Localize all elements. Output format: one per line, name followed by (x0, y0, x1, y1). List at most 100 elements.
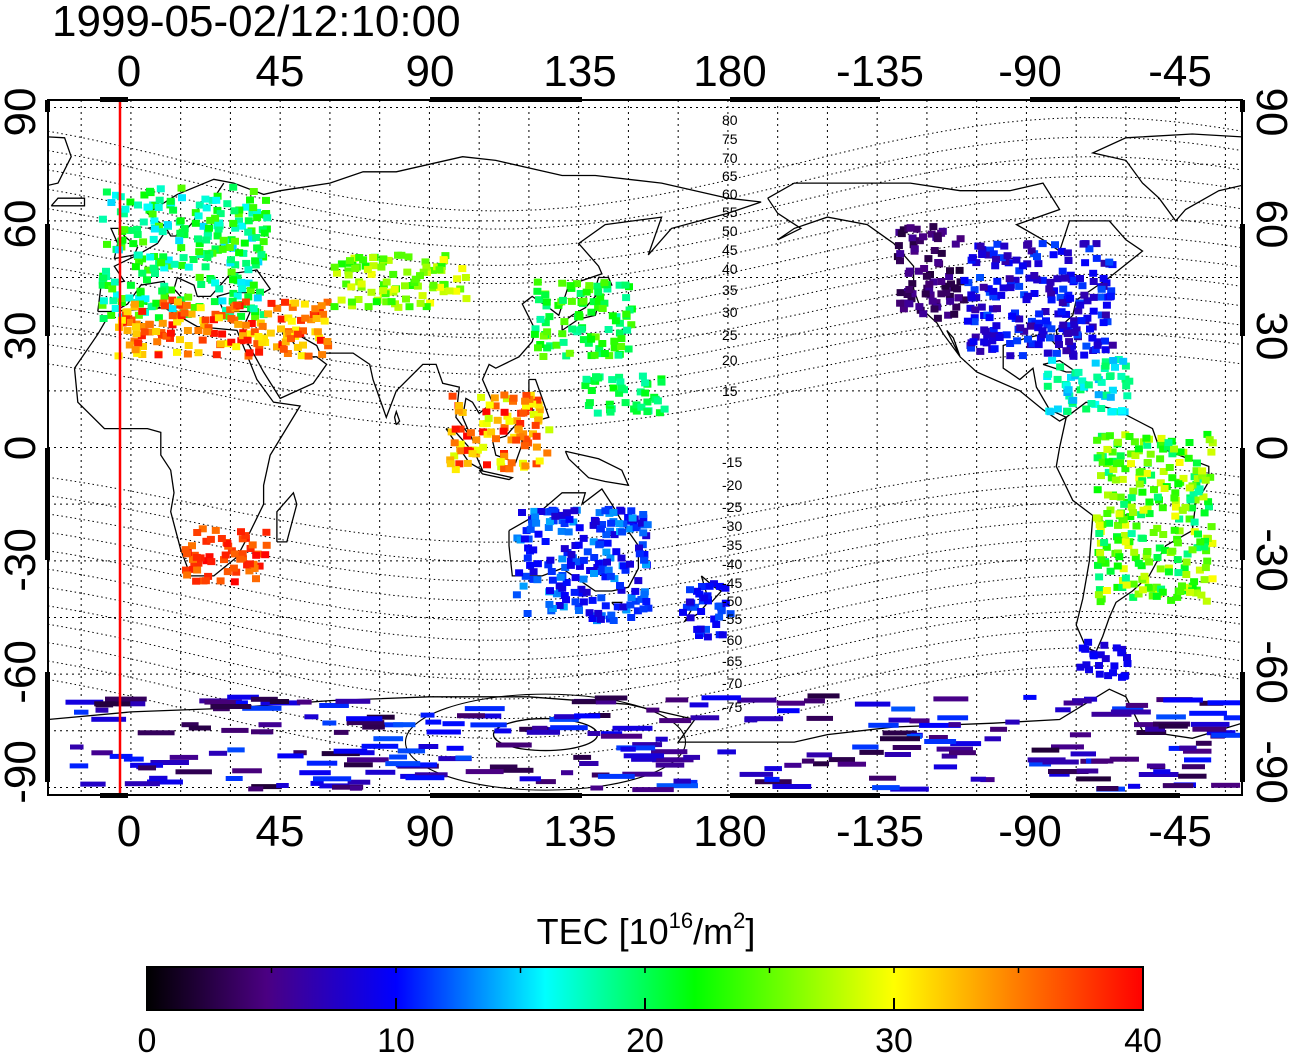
tec-cell (1192, 726, 1227, 732)
tec-cell (1028, 340, 1037, 348)
tec-cell (1082, 661, 1091, 669)
tec-cell (1066, 294, 1075, 302)
tec-cell (229, 289, 238, 297)
tec-cell (227, 268, 236, 276)
tec-cell (1055, 707, 1071, 713)
tec-cell (640, 551, 649, 558)
tec-cell (152, 299, 161, 307)
tec-cell (1178, 773, 1207, 779)
bottom-lon-tick: 0 (117, 807, 141, 856)
tec-cell (70, 744, 84, 750)
contour-label: -75 (722, 699, 742, 715)
tec-cell (1103, 445, 1112, 453)
tec-cell (505, 417, 514, 425)
tec-cell (1179, 474, 1188, 482)
tec-cell (522, 402, 530, 410)
tec-cell (640, 591, 649, 599)
tec-cell (610, 344, 619, 352)
tec-cell (945, 273, 954, 280)
tec-cell (1107, 287, 1116, 295)
tec-cell (213, 232, 222, 240)
tec-cell (262, 225, 271, 233)
tec-cell (990, 332, 999, 340)
tec-cell (1118, 407, 1126, 415)
tec-cell (1096, 598, 1105, 606)
tec-cell (1034, 260, 1043, 268)
tec-cell (1023, 260, 1032, 268)
coastline (767, 182, 1144, 422)
tec-cell (1002, 331, 1011, 339)
tec-cell (1129, 509, 1137, 516)
tec-cell (1125, 433, 1134, 440)
tec-cell (1116, 493, 1125, 501)
tec-cell (1051, 241, 1059, 249)
tec-cell (1023, 694, 1037, 700)
tec-cell (115, 701, 146, 707)
tec-cell (1108, 448, 1117, 456)
tec-cell (570, 588, 579, 596)
tec-cell (552, 341, 561, 349)
tec-cell (132, 330, 141, 338)
left-lat-tick: -60 (0, 640, 45, 704)
tec-cell (541, 319, 550, 327)
tec-cell (299, 770, 331, 776)
tec-cell (534, 401, 543, 409)
tec-cell (177, 184, 186, 192)
tec-cell (299, 327, 307, 335)
tec-cell (626, 525, 635, 533)
tec-cell (1127, 503, 1136, 511)
tec-cell (1102, 587, 1111, 594)
tec-cell (1105, 519, 1114, 527)
tec-cell (231, 237, 239, 245)
tec-cell (682, 603, 691, 611)
tec-cell (1121, 431, 1130, 439)
tec-cell (241, 321, 250, 329)
tec-cell (1086, 325, 1094, 333)
tec-cell (1102, 543, 1111, 551)
tec-cell (937, 715, 969, 721)
left-lat-tick: 0 (0, 436, 45, 460)
tec-cell (997, 254, 1006, 262)
tec-cell (1184, 757, 1212, 763)
tec-cell (558, 555, 567, 563)
tec-cell (942, 289, 951, 297)
mag-lat-contour (48, 629, 1242, 720)
tec-cell (1038, 276, 1047, 284)
tec-cell (421, 258, 430, 266)
tec-cell (585, 399, 594, 407)
tec-cell (531, 421, 540, 429)
right-lat-tick: 90 (1247, 88, 1292, 137)
tec-cell (1198, 467, 1207, 475)
tec-cell (598, 521, 607, 528)
tec-cell (609, 617, 618, 624)
tec-cell (309, 311, 318, 318)
tec-cell (201, 195, 210, 203)
tec-cell (373, 736, 404, 742)
tec-cell (555, 582, 564, 590)
tec-cell (1045, 285, 1054, 293)
tec-cell (1152, 592, 1161, 600)
tec-cell (74, 709, 89, 715)
tec-cell (1070, 321, 1079, 329)
tec-cell (146, 253, 155, 261)
tec-cell (639, 529, 648, 537)
tec-cell (232, 768, 262, 774)
tec-cell (587, 387, 596, 394)
tec-cell (237, 528, 245, 536)
tec-cell (1073, 698, 1092, 704)
tec-cell (914, 267, 923, 275)
tec-cell (267, 299, 276, 307)
tec-cell (1117, 649, 1126, 657)
tec-cell (169, 754, 199, 760)
tec-cell (1063, 407, 1072, 415)
tec-cell (912, 225, 921, 233)
tec-cell (631, 587, 640, 595)
tec-cell (249, 281, 258, 289)
tec-cell (154, 314, 163, 322)
tec-cell (590, 570, 598, 577)
tec-cell (1093, 454, 1102, 462)
tec-cell (617, 384, 626, 392)
tec-cell (263, 214, 272, 222)
tec-cell (1057, 308, 1066, 316)
tec-cell (262, 541, 271, 549)
